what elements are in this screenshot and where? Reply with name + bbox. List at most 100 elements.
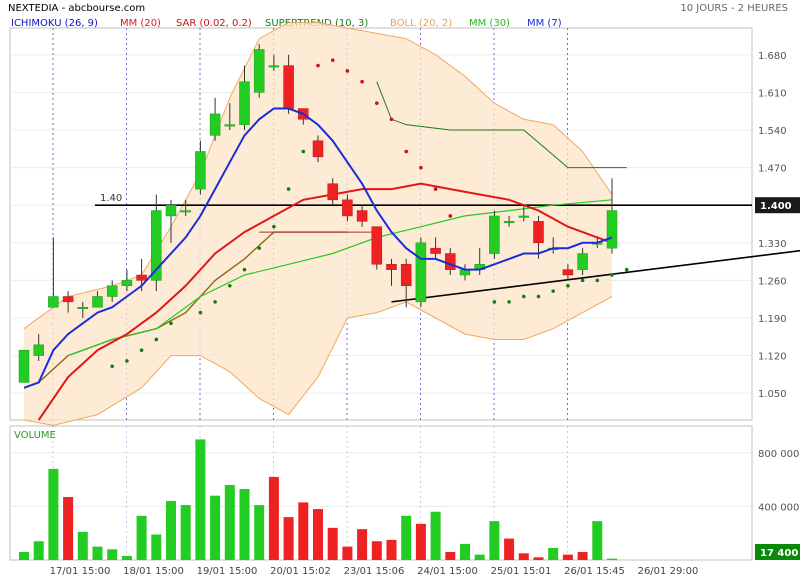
volume-bar [48, 468, 59, 560]
volume-panel-frame [9, 425, 753, 561]
volume-bar [401, 515, 412, 560]
candle-body [62, 296, 74, 303]
volume-bar [254, 505, 265, 560]
volume-bar [357, 529, 368, 560]
volume-bar [166, 501, 176, 560]
candle-body [224, 124, 236, 127]
volume-bar [577, 551, 588, 560]
last-volume-label: 17 400 [760, 548, 798, 559]
price-tick-label: 1.260 [758, 276, 787, 287]
trendline [391, 249, 800, 303]
price-tick-label: 1.680 [758, 51, 787, 62]
period-label: 10 JOURS - 2 HEURES [680, 3, 788, 14]
candle-body [503, 221, 515, 224]
sar-dot [330, 58, 335, 63]
volume-bar [33, 541, 44, 560]
volume-bar [460, 543, 470, 560]
legend-mm20: MM (20) [120, 18, 161, 29]
volume-bar [327, 527, 338, 560]
candle-body [239, 81, 250, 125]
sar-dot [154, 337, 159, 342]
x-tick-label: 20/01 15:02 [270, 566, 331, 577]
candle-body [430, 247, 441, 254]
candle-body [18, 349, 30, 383]
volume-bar [313, 509, 323, 560]
candle-body [33, 344, 44, 356]
sar-dot [125, 359, 129, 363]
volume-bar [445, 551, 456, 560]
candle-body [209, 113, 221, 136]
x-tick-label: 18/01 15:00 [123, 566, 184, 577]
candle-body [92, 296, 103, 308]
volume-bar [562, 554, 573, 560]
x-tick-label: 26/01 15:45 [564, 566, 625, 577]
candle-body [327, 183, 338, 201]
candle-body [312, 140, 324, 158]
price-panel-frame [9, 27, 753, 421]
x-tick-label: 25/01 15:01 [491, 566, 552, 577]
sar-dot [110, 364, 114, 369]
candle-body [342, 199, 353, 217]
volume-bar [180, 505, 191, 560]
candle-body [106, 285, 118, 297]
sar-dot [566, 283, 570, 288]
candle-body [268, 65, 280, 68]
volume-title: VOLUME [14, 430, 56, 441]
candle-body [253, 49, 265, 93]
candle-body [136, 274, 147, 281]
chart-title: NEXTEDIA - abcbourse.com [8, 3, 146, 14]
volume-bar [77, 531, 88, 560]
candle-body [165, 204, 177, 217]
legend-mm30: MM (30) [469, 18, 510, 29]
candle-body [180, 210, 191, 213]
volume-bar [268, 476, 279, 560]
volume-bar [195, 439, 206, 560]
sar-dot [404, 149, 409, 154]
volume-bar [474, 554, 485, 560]
volume-bar [136, 515, 147, 560]
candle-body [356, 210, 368, 222]
sar-dot [507, 300, 511, 304]
sar-dot [610, 273, 614, 277]
volume-bar [224, 484, 235, 560]
candle-body [121, 280, 133, 287]
price-tick-label: 1.330 [758, 239, 787, 250]
candle-body [371, 226, 383, 265]
sar-dot [345, 69, 350, 73]
volume-bar [533, 557, 544, 560]
volume-bar [283, 517, 294, 560]
volume-bar [239, 488, 250, 560]
candle-body [415, 242, 427, 303]
candle-body [518, 215, 530, 218]
sar-dot [360, 79, 364, 84]
volume-bar [592, 521, 603, 560]
candle-body [151, 210, 162, 281]
sar-dot [242, 267, 247, 272]
sar-dot [419, 165, 423, 170]
volume-bar [19, 551, 29, 560]
price-tick-label: 1.050 [758, 389, 787, 400]
volume-bar [415, 523, 426, 560]
candle-body [283, 65, 294, 109]
sar-dot [257, 246, 262, 250]
volume-bar [548, 547, 559, 560]
sar-dot [169, 321, 173, 326]
volume-tick-label: 800 000 [758, 449, 799, 460]
bollinger-upper-line [23, 22, 613, 330]
candle-body [195, 151, 206, 190]
x-tick-label: 17/01 15:00 [50, 566, 111, 577]
legend-ichimoku: ICHIMOKU (26, 9) [11, 18, 98, 29]
volume-bar [298, 502, 309, 560]
legend-boll: BOLL (20, 2) [390, 18, 453, 29]
price-tick-label: 1.610 [758, 88, 787, 99]
candle-body [577, 253, 588, 270]
volume-bar [386, 539, 397, 560]
sar-dot [228, 283, 232, 288]
x-tick-label: 23/01 15:06 [344, 566, 405, 577]
last-price-tag [755, 197, 800, 214]
price-tick-label: 1.190 [758, 314, 787, 325]
volume-bar [489, 521, 500, 560]
support-line-label: 1.40 [100, 193, 122, 204]
